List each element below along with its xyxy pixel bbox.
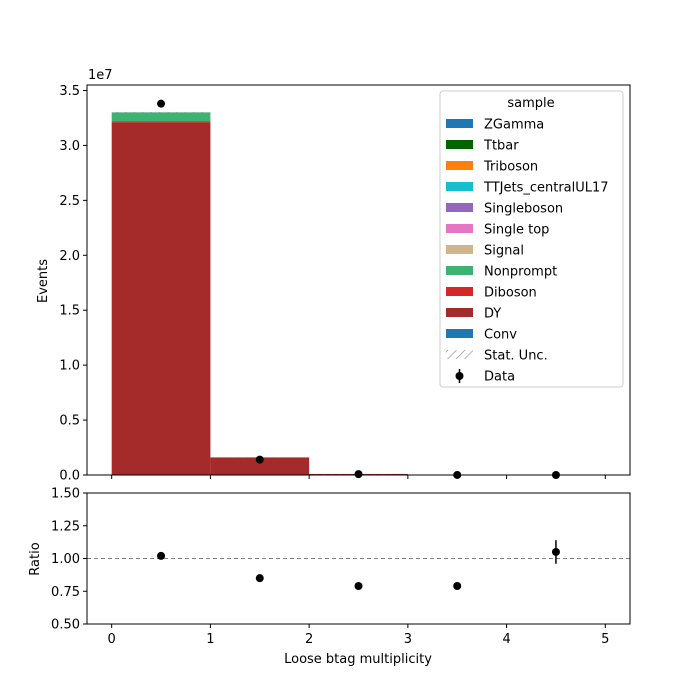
ratio-y-axis-label: Ratio — [28, 542, 43, 575]
x-tick-label: 1 — [206, 632, 214, 647]
y-tick-label: 3.0 — [59, 139, 80, 154]
ratio-panel: 0.50 0.75 1.00 1.25 1.50 0 1 2 3 4 5 Ratio Loose … — [28, 487, 631, 667]
main-panel: 0.0 0.5 1.0 1.5 2.0 2.5 3.0 3.5 1e7 Events samp… — [36, 68, 631, 484]
stacked-histogram — [111, 112, 606, 475]
x-tick-label: 0 — [108, 632, 116, 647]
y-tick-label: 3.5 — [59, 84, 80, 99]
main-y-ticks: 0.0 0.5 1.0 1.5 2.0 2.5 3.0 3.5 — [59, 84, 87, 484]
y-tick-label: 1.0 — [59, 359, 80, 374]
bar-diboson-bin-0 — [111, 121, 211, 123]
y-tick-label: 1.5 — [59, 304, 80, 319]
legend-label: TTJets_centralUL17 — [483, 181, 609, 196]
bar-dy-bin-1 — [210, 457, 310, 475]
legend-label: DY — [484, 307, 501, 322]
legend-swatch — [446, 140, 473, 149]
legend-swatch-hatch — [446, 350, 473, 359]
ratio-y-ticks: 0.50 0.75 1.00 1.25 1.50 — [51, 487, 87, 633]
legend-title: sample — [507, 96, 554, 111]
legend-label: Ttbar — [483, 139, 519, 154]
bar-dy-bin-0 — [111, 122, 211, 475]
ratio-plot-frame — [86, 492, 631, 625]
y-tick-label: 2.0 — [59, 249, 80, 264]
bar-nonprompt-bin-0 — [111, 112, 211, 122]
legend-label: Data — [484, 370, 515, 385]
legend-frame — [439, 90, 624, 388]
legend: sample ZGamma Ttbar Triboson TTJets_central… — [439, 90, 624, 388]
y-tick-label: 0.0 — [59, 469, 80, 484]
y-tick-label: 2.5 — [59, 194, 80, 209]
y-tick-label: 0.5 — [59, 414, 80, 429]
legend-swatch — [446, 119, 473, 128]
ratio-point — [551, 547, 560, 556]
ratio-y-tick-label: 1.00 — [51, 552, 80, 567]
legend-swatch — [446, 329, 473, 338]
ratio-point — [255, 574, 264, 583]
ratio-y-tick-label: 0.75 — [51, 585, 80, 600]
legend-swatch — [446, 161, 473, 170]
data-point — [255, 455, 264, 464]
legend-label: Nonprompt — [484, 265, 557, 280]
legend-swatch — [446, 203, 473, 212]
legend-label: Triboson — [483, 160, 538, 175]
ratio-point — [354, 582, 363, 591]
legend-label: Signal — [484, 244, 524, 259]
legend-swatch — [446, 308, 473, 317]
legend-label: Singleboson — [484, 202, 563, 217]
ratio-x-ticks: 0 1 2 3 4 5 — [108, 624, 609, 647]
legend-swatch — [446, 182, 473, 191]
legend-swatch — [446, 245, 473, 254]
legend-label: ZGamma — [484, 118, 544, 133]
x-axis-label: Loose btag multiplicity — [284, 652, 432, 667]
y-scale-exponent: 1e7 — [88, 68, 113, 83]
legend-swatch — [446, 266, 473, 275]
main-y-axis-label: Events — [36, 259, 51, 303]
legend-errorbar-marker — [455, 369, 464, 383]
legend-label: Diboson — [484, 286, 537, 301]
x-tick-label: 5 — [601, 632, 609, 647]
ratio-point — [453, 582, 462, 591]
main-plot-frame — [86, 84, 631, 476]
ratio-point — [157, 551, 166, 560]
data-point — [354, 470, 363, 479]
legend-swatch — [446, 224, 473, 233]
stat-unc-bin-0 — [111, 111, 211, 113]
ratio-y-tick-label: 0.50 — [51, 618, 80, 633]
x-tick-label: 3 — [404, 632, 412, 647]
ratio-points — [157, 540, 560, 591]
data-point — [157, 99, 166, 108]
ratio-y-tick-label: 1.25 — [51, 519, 80, 534]
legend-swatch — [446, 287, 473, 296]
x-tick-label: 2 — [305, 632, 313, 647]
main-x-ticks — [111, 475, 606, 479]
x-tick-label: 4 — [502, 632, 510, 647]
ratio-y-tick-label: 1.50 — [51, 487, 80, 502]
legend-label: Single top — [484, 223, 549, 238]
legend-label: Conv — [484, 328, 517, 343]
legend-label: Stat. Unc. — [484, 349, 548, 364]
